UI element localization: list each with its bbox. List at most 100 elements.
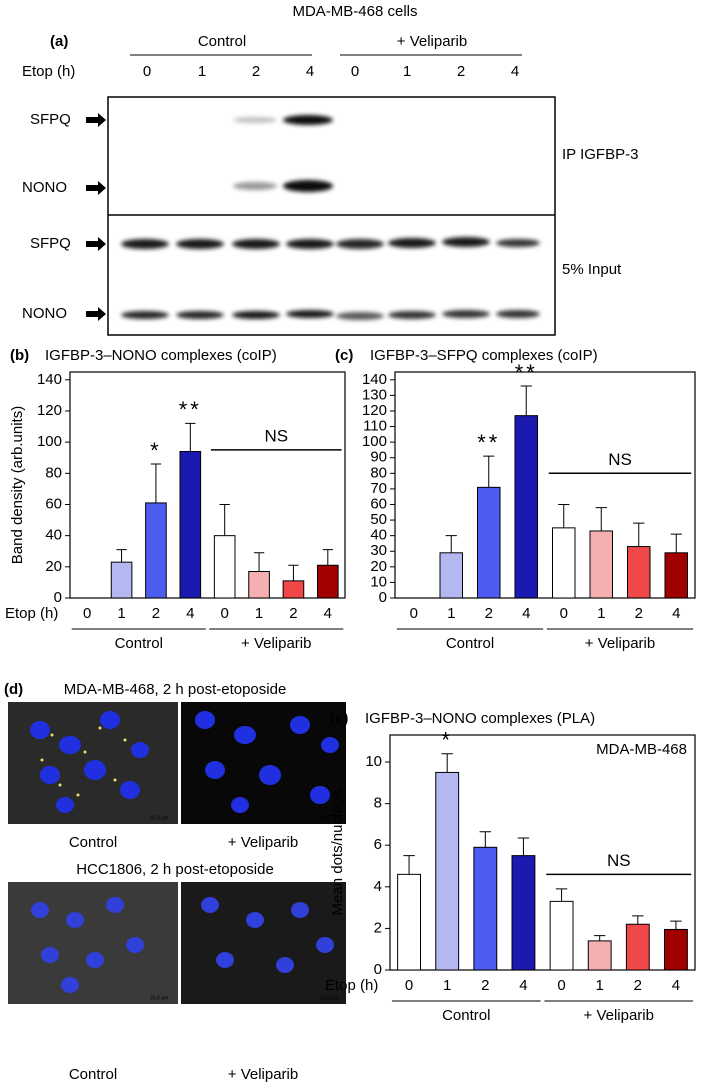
significance: ** [515, 360, 538, 385]
bar [587, 940, 612, 971]
bar [511, 855, 536, 971]
error-bar [479, 831, 492, 848]
group-label: Control [442, 1007, 490, 1024]
bar [179, 450, 202, 599]
error-bar [445, 535, 457, 553]
group-label: Control [115, 635, 163, 652]
x-tick-label: 1 [447, 605, 455, 622]
band [496, 310, 540, 318]
x-tick-label: 1 [255, 605, 263, 622]
error-bar [670, 533, 682, 553]
error-bar [558, 503, 570, 528]
y-tick-label: 10 [365, 753, 382, 770]
error-bar [116, 549, 127, 563]
x-tick-label: 4 [672, 977, 680, 994]
y-tick-label: 0 [379, 589, 387, 606]
band [336, 312, 384, 320]
y-tick-label: 50 [370, 511, 387, 528]
protein-label: NONO [22, 305, 67, 322]
arrows [86, 113, 106, 321]
bar [589, 530, 613, 599]
y-tick-label: 90 [370, 449, 387, 466]
protein-label: NONO [22, 179, 67, 196]
y-tick-label: 2 [374, 919, 382, 936]
bar [145, 502, 167, 599]
error-bar [219, 503, 230, 536]
significance: * [441, 728, 453, 753]
image-label: + Veliparib [228, 834, 298, 851]
error-bar [185, 422, 196, 452]
x-tick-label: 4 [519, 977, 527, 994]
group-label: + Veliparib [397, 33, 467, 50]
significance: ** [477, 430, 500, 455]
scale-bar: 20.0 µm [320, 815, 338, 821]
bar [110, 561, 133, 599]
error-bar [593, 935, 606, 941]
error-bar [150, 463, 162, 503]
band [176, 239, 224, 249]
y-tick-label: 20 [370, 558, 387, 575]
x-tick-label: 1 [596, 977, 604, 994]
lane-label: 2 [252, 63, 260, 80]
y-tick-label: 30 [370, 542, 387, 559]
y-tick-label: 60 [45, 495, 62, 512]
bar [552, 527, 576, 599]
chart-title: IGFBP-3–NONO complexes (PLA) [365, 710, 595, 727]
x-tick-label: 0 [410, 605, 418, 622]
y-axis-label: Band density (arb.units) [9, 406, 26, 564]
band [121, 311, 169, 319]
lane-label: 4 [306, 63, 314, 80]
x-tick-label: 1 [443, 977, 451, 994]
y-tick-label: 100 [37, 433, 62, 450]
row-title: HCC1806, 2 h post-etoposide [76, 861, 274, 878]
error-bar [253, 552, 265, 572]
blot-frame [107, 96, 556, 336]
significance: * [150, 438, 162, 463]
lane-label: 1 [403, 63, 411, 80]
significance: ** [179, 397, 202, 422]
group-label: + Veliparib [241, 635, 311, 652]
ns-label: NS [608, 450, 632, 469]
x-tick-label: 2 [485, 605, 493, 622]
band [496, 239, 540, 247]
bar [213, 535, 236, 599]
band [233, 117, 277, 123]
bar [664, 928, 688, 971]
x-tick-label: 4 [324, 605, 332, 622]
chart-title: IGFBP-3–SFPQ complexes (coIP) [370, 347, 598, 364]
panel-label: (c) [335, 347, 353, 364]
bar [627, 546, 651, 599]
error-bar [670, 920, 682, 930]
image-label: + Veliparib [228, 1066, 298, 1083]
y-tick-label: 110 [363, 418, 387, 435]
x-tick-label: 2 [481, 977, 489, 994]
y-tick-label: 0 [374, 961, 382, 978]
band [176, 311, 224, 319]
micrograph [8, 882, 178, 1004]
x-tick-label: 2 [289, 605, 297, 622]
chart-title: IGFBP-3–NONO complexes (coIP) [45, 347, 277, 364]
nuclei [31, 897, 334, 993]
bar [317, 564, 339, 599]
lane-label: 0 [351, 63, 359, 80]
band [336, 239, 384, 249]
panel-label: (b) [10, 347, 29, 364]
x-tick-label: 4 [186, 605, 194, 622]
y-tick-label: 70 [370, 480, 387, 497]
x-tick-label: 0 [557, 977, 565, 994]
x-tick-label: 2 [634, 977, 642, 994]
lane-label: 1 [198, 63, 206, 80]
x-tick-label: 4 [672, 605, 680, 622]
protein-label: SFPQ [30, 111, 71, 128]
y-tick-label: 120 [362, 402, 387, 419]
etop-label: Etop (h) [22, 63, 75, 80]
group-label: + Veliparib [584, 1007, 654, 1024]
band [388, 311, 436, 319]
y-tick-label: 0 [54, 589, 62, 606]
scale-bar: 20.0 µm [150, 815, 168, 821]
y-tick-label: 140 [37, 371, 62, 388]
bar [435, 771, 460, 971]
bar [282, 580, 305, 599]
band [232, 239, 280, 249]
plot-frame [69, 371, 346, 599]
